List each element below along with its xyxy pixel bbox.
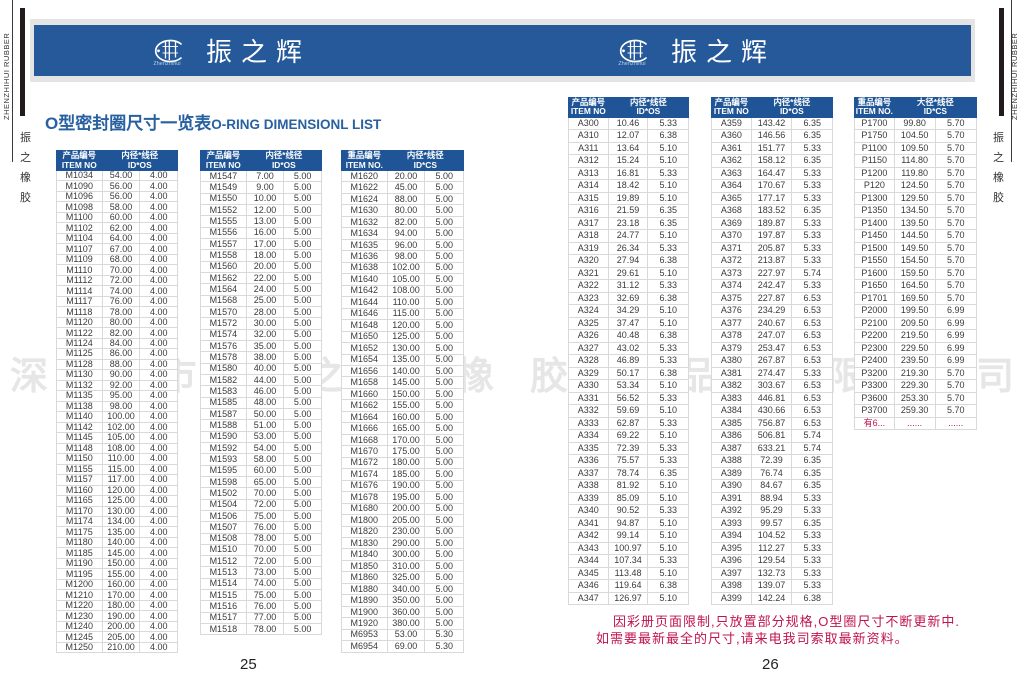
svg-text:Zhenzhihui: Zhenzhihui xyxy=(618,61,645,66)
svg-text:Zhenzhihui: Zhenzhihui xyxy=(153,61,180,66)
